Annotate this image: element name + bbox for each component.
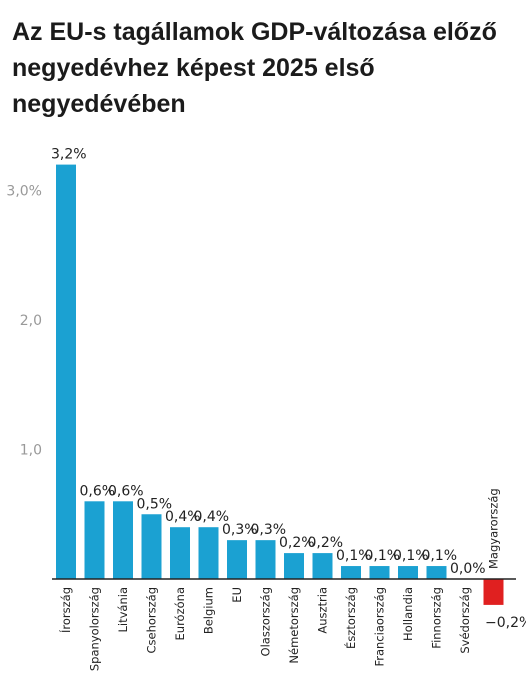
category-label: EU bbox=[230, 587, 244, 603]
y-tick-label: 2,0 bbox=[20, 313, 42, 329]
y-axis-ticks: 1,0 2,0 3,0% bbox=[6, 184, 42, 459]
value-label: 0,1% bbox=[365, 548, 401, 564]
bar bbox=[341, 566, 361, 579]
value-label: 0,1% bbox=[422, 548, 458, 564]
category-label: Németország bbox=[287, 587, 301, 664]
value-labels: 3,2%0,6%0,6%0,5%0,4%0,4%0,3%0,3%0,2%0,2%… bbox=[51, 147, 526, 631]
category-label: Finnország bbox=[430, 587, 444, 649]
bar bbox=[141, 514, 162, 579]
category-label: Magyarország bbox=[487, 488, 501, 569]
value-label: 0,3% bbox=[251, 522, 287, 538]
bar bbox=[255, 540, 276, 579]
value-label: 0,2% bbox=[308, 535, 344, 551]
category-label: Svédország bbox=[458, 587, 472, 654]
value-label: 0,6% bbox=[80, 483, 116, 499]
category-label: Észtország bbox=[343, 587, 358, 649]
bars bbox=[56, 164, 504, 605]
value-label: 0,2% bbox=[279, 535, 315, 551]
category-label: Belgium bbox=[202, 587, 216, 634]
category-label: Eurózóna bbox=[173, 587, 187, 640]
y-tick-label: 1,0 bbox=[20, 443, 42, 459]
bar bbox=[426, 566, 447, 579]
bar bbox=[312, 553, 333, 579]
bar bbox=[56, 164, 76, 579]
value-label: 0,6% bbox=[108, 483, 144, 499]
bar bbox=[170, 527, 190, 579]
value-label: 0,1% bbox=[336, 548, 372, 564]
category-label: Ausztria bbox=[316, 587, 330, 634]
bar bbox=[398, 566, 418, 579]
bar bbox=[483, 579, 504, 605]
category-label: Hollandia bbox=[401, 587, 415, 641]
bar bbox=[284, 553, 304, 579]
bar bbox=[369, 566, 390, 579]
category-label: Litvánia bbox=[116, 587, 130, 633]
category-label: Csehország bbox=[145, 587, 159, 654]
category-label: Spanyolország bbox=[88, 587, 102, 671]
bar bbox=[198, 527, 219, 579]
bar bbox=[227, 540, 247, 579]
value-label: 0,3% bbox=[222, 522, 258, 538]
bar bbox=[84, 501, 105, 579]
y-tick-label: 3,0% bbox=[6, 184, 42, 200]
value-label: 3,2% bbox=[51, 147, 87, 163]
value-label: 0,4% bbox=[194, 509, 230, 525]
category-labels: Írország Spanyolország Litvánia Csehország E… bbox=[58, 488, 501, 671]
value-label: 0,5% bbox=[137, 496, 173, 512]
category-label: Írország bbox=[58, 587, 73, 633]
value-label: 0,0% bbox=[450, 561, 486, 577]
value-label: −0,2% bbox=[485, 615, 526, 631]
category-label: Franciaország bbox=[373, 587, 387, 667]
category-label: Olaszország bbox=[259, 587, 273, 656]
chart-title: Az EU-s tagállamok GDP-változása előző n… bbox=[12, 18, 497, 118]
value-label: 0,4% bbox=[165, 509, 201, 525]
value-label: 0,1% bbox=[393, 548, 429, 564]
bar bbox=[113, 501, 133, 579]
